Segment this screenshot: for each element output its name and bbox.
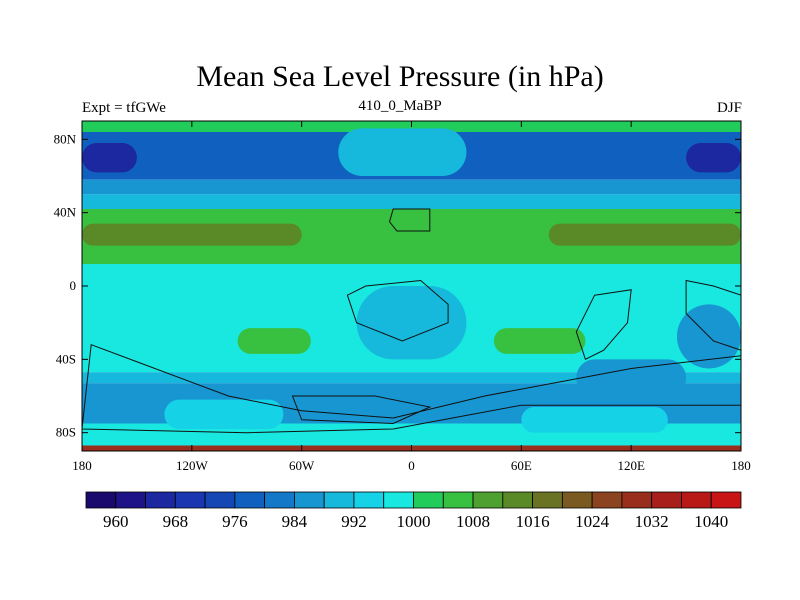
colorbar-label: 984 xyxy=(282,512,308,531)
time-label: 410_0_MaBP xyxy=(358,98,442,114)
colorbar-label: 1040 xyxy=(694,512,728,531)
southwest-landmass xyxy=(346,279,449,342)
pressure-cell xyxy=(686,143,741,173)
x-tick-label: 120E xyxy=(617,458,645,473)
y-tick-label: 40N xyxy=(54,205,77,220)
colorbar-swatch xyxy=(115,491,146,509)
colorbar-swatch xyxy=(264,491,295,509)
pressure-cell xyxy=(82,143,137,173)
colorbar-swatch xyxy=(145,491,176,509)
pressure-cell xyxy=(356,286,467,360)
y-tick-label: 40S xyxy=(56,351,76,366)
south-landmass xyxy=(82,344,741,434)
pressure-cell xyxy=(237,328,311,354)
colorbar-label: 1008 xyxy=(456,512,490,531)
x-tick-label: 120W xyxy=(176,458,209,473)
chart-title: Mean Sea Level Pressure (in hPa) xyxy=(196,60,604,93)
pressure-cell xyxy=(576,359,687,396)
y-tick-label: 0 xyxy=(70,278,77,293)
pressure-cell xyxy=(521,407,668,433)
colorbar-swatch xyxy=(532,491,563,509)
axes: 180 120W 60W 0 60E 120E 180 80N 40N 0 40S 80S xyxy=(54,121,751,473)
colorbar: 960 968 976 984 992 1000 1008 1016 1024 1032 1040 xyxy=(85,491,742,531)
y-tick-label: 80S xyxy=(56,425,76,440)
map-field xyxy=(82,121,741,451)
colorbar-label: 1000 xyxy=(397,512,431,531)
colorbar-swatch xyxy=(234,491,266,509)
north-landmass xyxy=(388,208,431,232)
pressure-band xyxy=(82,372,741,384)
y-tick-label: 80N xyxy=(54,131,77,146)
land-outlines xyxy=(82,208,741,434)
east-landmass xyxy=(575,289,632,361)
colorbar-swatch xyxy=(472,491,504,509)
colorbar-swatch xyxy=(323,491,355,509)
colorbar-swatch xyxy=(681,491,712,509)
colorbar-swatch xyxy=(204,491,236,509)
colorbar-label: 960 xyxy=(103,512,129,531)
pressure-band xyxy=(82,194,741,209)
colorbar-swatch xyxy=(621,491,653,509)
colorbar-swatch xyxy=(383,491,414,509)
pressure-cell xyxy=(493,328,586,354)
x-tick-label: 180 xyxy=(731,458,751,473)
colorbar-label: 1032 xyxy=(635,512,669,531)
colorbar-swatch xyxy=(174,491,206,509)
colorbar-label: 1016 xyxy=(516,512,550,531)
pressure-cell xyxy=(164,399,284,429)
colorbar-swatch xyxy=(591,491,623,509)
south-central-landmass xyxy=(291,395,432,425)
x-tick-label: 180 xyxy=(72,458,92,473)
colorbar-swatch xyxy=(85,491,117,509)
x-tick-label: 60W xyxy=(289,458,315,473)
far-east-landmass xyxy=(685,279,741,351)
x-tick-label: 60E xyxy=(511,458,532,473)
colorbar-label: 1024 xyxy=(575,512,610,531)
colorbar-swatch xyxy=(561,491,593,509)
colorbar-swatch xyxy=(353,491,385,509)
experiment-label: Expt = tfGWe xyxy=(82,100,166,116)
colorbar-label: 968 xyxy=(163,512,189,531)
colorbar-swatch xyxy=(710,491,742,509)
colorbar-swatch xyxy=(413,491,444,509)
pressure-band xyxy=(82,179,741,195)
pressure-cell xyxy=(338,128,467,176)
colorbar-swatch xyxy=(502,491,533,509)
colorbar-swatch xyxy=(442,491,474,509)
x-tick-label: 0 xyxy=(408,458,415,473)
colorbar-swatch xyxy=(651,491,682,509)
pressure-cell xyxy=(82,223,302,246)
colorbar-label: 976 xyxy=(222,512,248,531)
colorbar-swatch xyxy=(294,491,325,509)
pressure-cell xyxy=(548,223,741,246)
season-label: DJF xyxy=(716,100,742,116)
colorbar-label: 992 xyxy=(341,512,367,531)
